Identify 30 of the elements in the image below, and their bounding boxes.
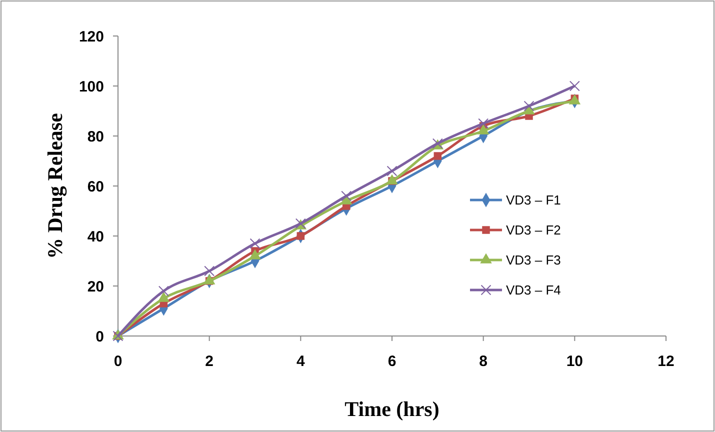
point — [250, 238, 260, 249]
point — [158, 286, 169, 296]
x-tick-label: 8 — [479, 353, 488, 370]
x-tick-label: 6 — [388, 353, 396, 370]
point — [386, 166, 398, 176]
x-tick-label: 12 — [658, 353, 674, 370]
y-tick-label: 120 — [78, 28, 104, 46]
y-tick-label: 40 — [87, 228, 104, 246]
y-axis-title: % Drug Release — [43, 113, 67, 259]
y-tick-label: 60 — [87, 178, 104, 196]
point — [204, 266, 215, 276]
point — [478, 118, 489, 129]
legend-label: VD3 – F3 — [506, 252, 561, 268]
y-tick-label: 20 — [87, 278, 104, 296]
x-axis-title: Time (hrs) — [344, 397, 440, 421]
legend-label: VD3 – F2 — [506, 222, 561, 238]
x-tick-label: 2 — [205, 353, 214, 370]
x-tick-label: 0 — [114, 353, 122, 370]
y-tick-label: 0 — [96, 328, 104, 346]
point — [569, 80, 580, 92]
x-tick-label: 4 — [296, 353, 306, 370]
y-tick-label: 100 — [78, 78, 104, 96]
y-tick-label: 80 — [87, 128, 104, 146]
legend-label: VD3 – F1 — [506, 192, 561, 208]
legend-label: VD3 – F4 — [506, 282, 561, 298]
point — [434, 152, 442, 160]
point — [524, 100, 534, 112]
x-tick-label: 10 — [566, 353, 584, 370]
point — [341, 190, 352, 202]
point — [296, 232, 305, 240]
